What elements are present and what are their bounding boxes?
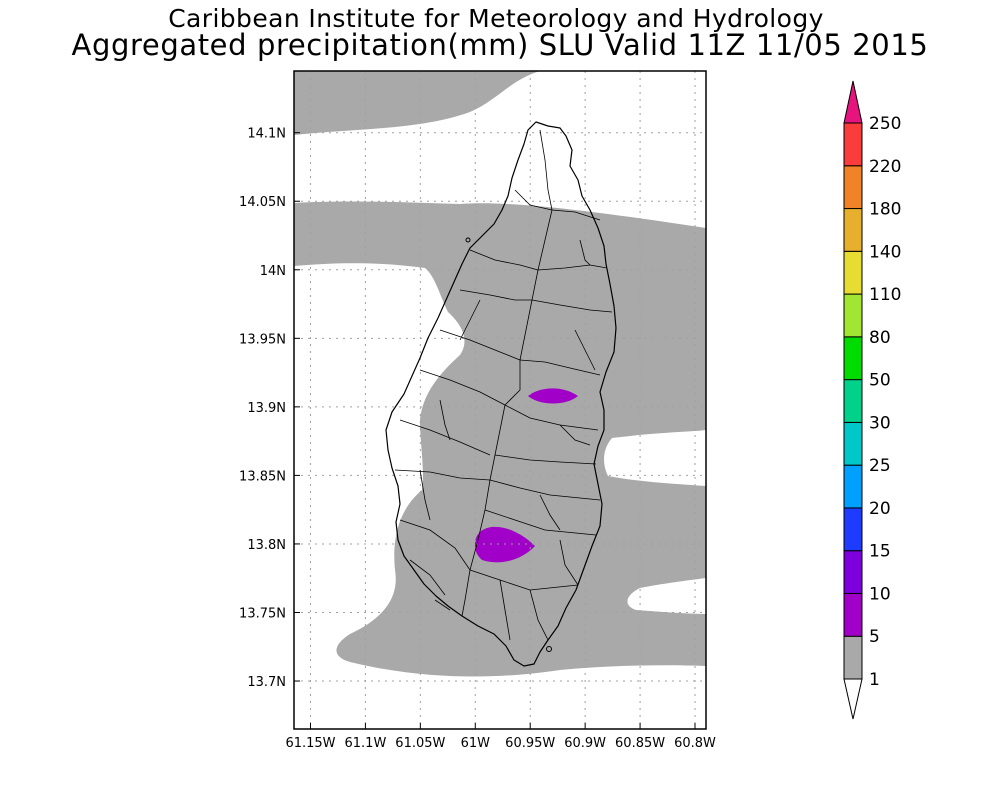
- colorbar-level-label: 15: [869, 542, 891, 562]
- lat-tick-label: 13.7N: [247, 675, 286, 690]
- colorbar-segment: [843, 464, 863, 509]
- lon-tick-label: 61.05W: [395, 736, 445, 751]
- colorbar-above-range-triangle: [843, 80, 863, 124]
- island-outline: [385, 121, 617, 667]
- colorbar-segment: [843, 122, 863, 167]
- colorbar-below-range-triangle: [843, 678, 863, 720]
- lon-tick-label: 61.15W: [285, 736, 335, 751]
- islet: [465, 237, 471, 243]
- map-axes: 61.15W 61.1W 61.05W 61W 60.95W 60.9W 60.85W 60.…: [239, 127, 716, 751]
- colorbar-segment: [843, 507, 863, 552]
- colorbar-level-label: 80: [869, 328, 891, 348]
- colorbar-segment: [843, 592, 863, 637]
- lon-tick-label: 60.95W: [505, 736, 555, 751]
- watershed-boundaries: [394, 129, 613, 641]
- precip-cell-5-10mm: [474, 526, 535, 563]
- precip-area-1-5mm: [294, 201, 706, 677]
- precip-cell-5-10mm: [528, 388, 578, 404]
- colorbar-level-label: 140: [869, 242, 901, 262]
- colorbar-segment: [843, 165, 863, 210]
- lon-tick-label: 60.85W: [615, 736, 665, 751]
- colorbar-level-label: 220: [869, 157, 901, 177]
- colorbar-segment: [843, 250, 863, 295]
- lon-tick-label: 60.9W: [564, 736, 606, 751]
- precip-area-1-5mm: [294, 71, 540, 135]
- colorbar-segment: [843, 293, 863, 338]
- lat-tick-label: 14.05N: [239, 195, 286, 210]
- colorbar-level-label: 10: [869, 584, 891, 604]
- chart-title-institute: Caribbean Institute for Meteorology and …: [168, 4, 824, 33]
- lon-tick-label: 60.8W: [674, 736, 716, 751]
- lat-tick-label: 14.1N: [247, 127, 286, 142]
- lat-tick-label: 13.75N: [239, 606, 286, 621]
- colorbar-level-label: 250: [869, 114, 901, 134]
- colorbar-segment: [843, 550, 863, 594]
- colorbar-segment: [843, 208, 863, 252]
- lat-tick-label: 13.95N: [239, 332, 286, 347]
- colorbar-segment: [843, 379, 863, 423]
- lon-tick-label: 61W: [461, 736, 491, 751]
- lat-tick-label: 13.8N: [247, 538, 286, 553]
- chart-title-product: Aggregated precipitation(mm) SLU Valid 1…: [71, 28, 929, 62]
- colorbar-level-label: 30: [869, 413, 891, 433]
- plot-frame: [293, 70, 707, 730]
- colorbar-segment: [843, 421, 863, 466]
- colorbar-level-label: 180: [869, 200, 901, 220]
- lat-tick-label: 14N: [260, 264, 286, 279]
- colorbar-level-label: 25: [869, 456, 891, 476]
- colorbar-level-label: 50: [869, 371, 891, 391]
- colorbar-segment: [843, 336, 863, 381]
- lat-tick-label: 13.9N: [247, 401, 286, 416]
- colorbar-level-label: 20: [869, 499, 891, 519]
- colorbar-level-label: 5: [869, 627, 880, 647]
- lon-tick-label: 61.1W: [345, 736, 387, 751]
- map-gridlines: [294, 71, 706, 729]
- islet: [546, 646, 552, 652]
- colorbar-level-label: 1: [869, 670, 880, 690]
- lat-tick-label: 13.85N: [239, 469, 286, 484]
- colorbar-segment: [843, 635, 863, 680]
- colorbar-level-label: 110: [869, 285, 901, 305]
